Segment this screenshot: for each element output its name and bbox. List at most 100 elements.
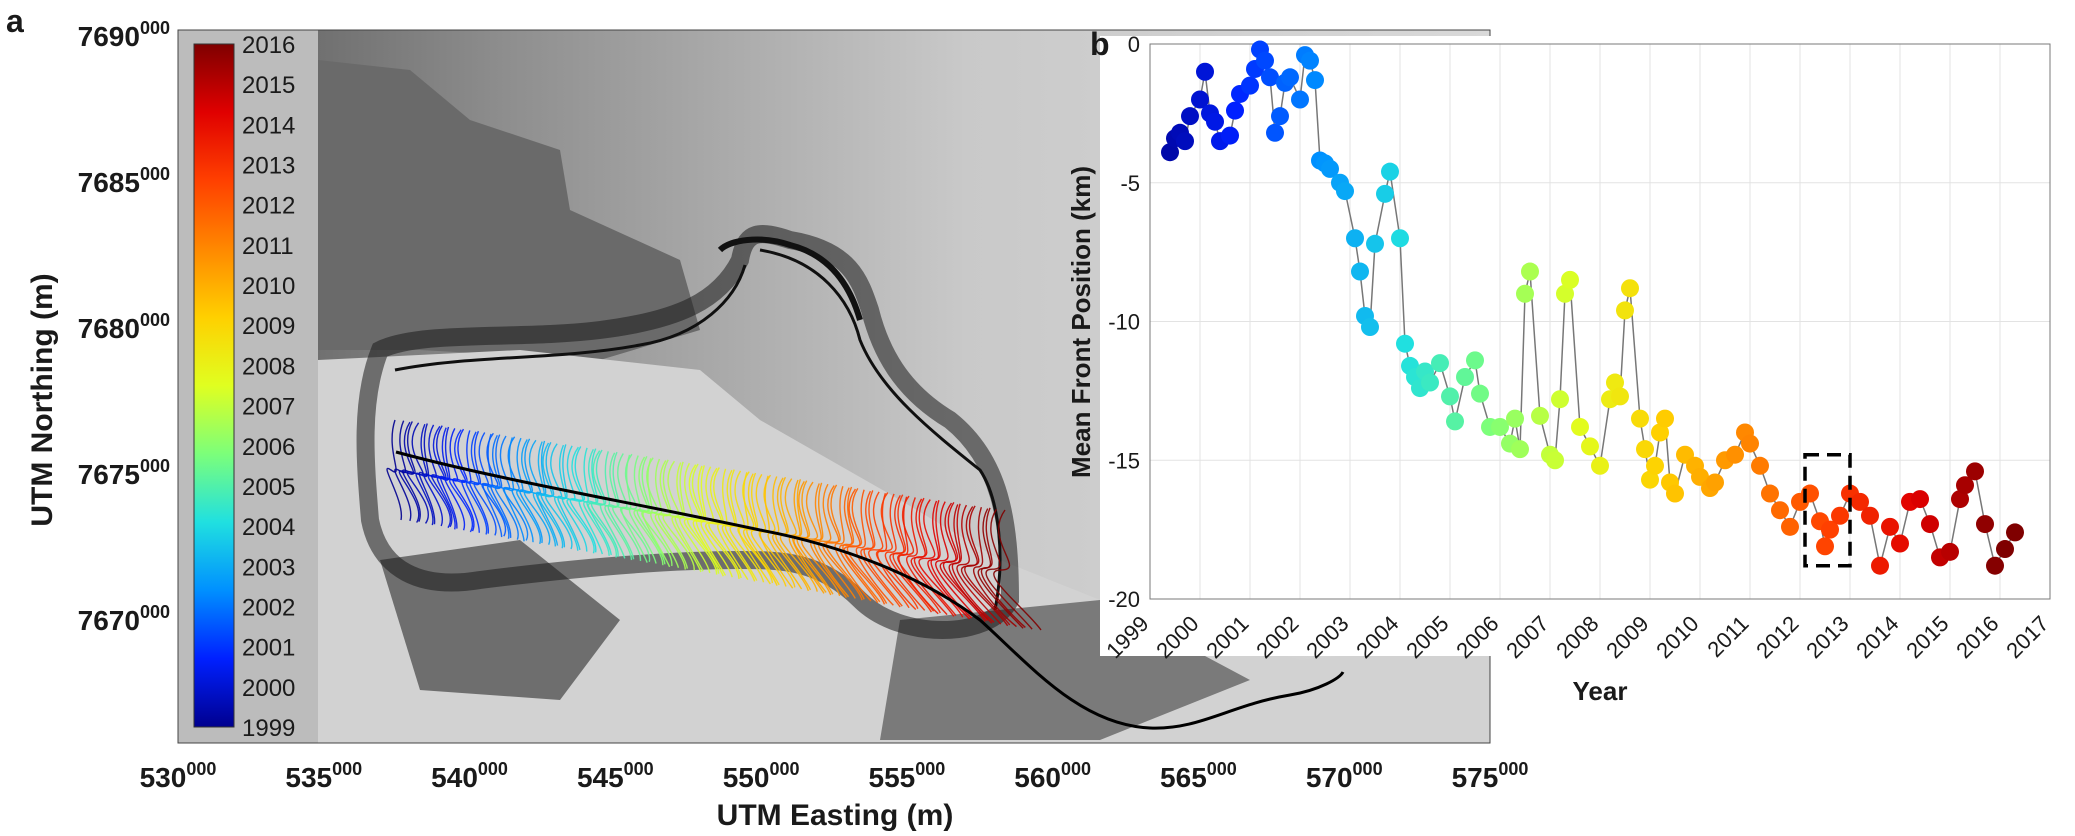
colorbar: 2016 2015 2014 2013 2012 2011 2010 2009 2008 2007…	[178, 30, 318, 743]
data-point	[1456, 368, 1474, 386]
data-point	[1651, 423, 1669, 442]
front-line	[486, 435, 510, 539]
front-line	[553, 444, 579, 551]
colorbar-label-2006: 2006	[242, 434, 295, 461]
data-point	[1976, 515, 1994, 534]
highlight-box-2012	[1803, 452, 1852, 568]
front-line	[503, 437, 525, 542]
front-line	[889, 494, 933, 613]
front-line	[956, 504, 1002, 625]
data-point	[1611, 387, 1629, 406]
x-tick-label-550: 550000	[723, 759, 800, 793]
data-point	[1551, 390, 1569, 409]
colorbar-label-2015: 2015	[242, 72, 295, 99]
data-point	[1396, 334, 1414, 353]
data-point	[1966, 462, 1984, 481]
front-line	[898, 496, 939, 615]
front-line	[654, 460, 686, 570]
data-point	[1986, 556, 2004, 575]
front-line	[960, 506, 1009, 627]
front-line	[972, 506, 1017, 628]
front-line	[439, 426, 458, 529]
data-point	[1816, 537, 1834, 556]
front-line	[738, 472, 771, 585]
front-line	[884, 493, 926, 611]
data-point	[1616, 301, 1634, 320]
front-line	[683, 464, 718, 575]
front-line	[817, 483, 856, 599]
front-line	[939, 502, 986, 622]
data-point	[1821, 520, 1839, 539]
data-point	[1431, 354, 1449, 373]
panel-b-xlabel: Year	[1573, 676, 1628, 706]
data-point	[2006, 523, 2024, 542]
front-line	[717, 468, 749, 581]
front-line	[708, 467, 742, 579]
colorbar-gradient-bar	[193, 43, 235, 728]
data-point	[1391, 229, 1409, 248]
data-point	[1466, 351, 1484, 370]
data-point	[1306, 71, 1324, 90]
data-point	[1531, 406, 1549, 425]
front-line	[566, 446, 595, 554]
front-line	[490, 434, 512, 538]
colorbar-label-2005: 2005	[242, 474, 295, 501]
front-line	[482, 433, 503, 538]
front-line	[657, 459, 689, 569]
front-line	[729, 470, 765, 583]
front-line	[801, 481, 841, 597]
front-line	[494, 435, 519, 540]
colorbar-label-2014: 2014	[242, 112, 295, 139]
front-line	[427, 425, 451, 529]
x-tick-label-540: 540000	[431, 759, 508, 793]
data-point	[1741, 434, 1759, 453]
data-point	[1656, 409, 1674, 428]
x-tick-label-565: 565000	[1160, 759, 1237, 793]
y-tick-label--5: -5	[1120, 171, 1140, 196]
front-line	[604, 452, 633, 561]
y-tick-label-7680: 7680000	[78, 310, 170, 344]
data-point	[1346, 229, 1364, 248]
front-line	[612, 453, 642, 561]
data-point	[1911, 490, 1929, 509]
data-point	[1506, 409, 1524, 428]
front-line	[545, 443, 573, 550]
front-line	[590, 449, 619, 557]
front-line	[540, 441, 565, 548]
data-point	[1256, 51, 1274, 70]
data-point	[1831, 506, 1849, 525]
panel-b-y-ticks: 0 -5 -10 -15 -20	[1108, 32, 1140, 612]
data-point	[1471, 384, 1489, 403]
data-point	[1726, 445, 1744, 464]
data-point	[1546, 451, 1564, 470]
data-point	[1706, 473, 1724, 492]
data-point	[1161, 143, 1179, 162]
y-tick-label--20: -20	[1108, 587, 1140, 612]
front-line	[985, 508, 1033, 630]
colorbar-label-2000: 2000	[242, 675, 295, 702]
front-line	[523, 439, 551, 546]
front-trace-upper	[717, 236, 863, 321]
front-line	[586, 448, 612, 556]
front-line	[452, 428, 475, 532]
data-point	[1241, 76, 1259, 95]
front-line	[650, 458, 680, 568]
data-point	[1181, 107, 1199, 126]
data-point	[1336, 182, 1354, 201]
x-tick-label-560: 560000	[1014, 759, 1091, 793]
front-line	[977, 508, 1024, 629]
front-line	[855, 489, 894, 606]
colorbar-labels: 2016 2015 2014 2013 2012 2011 2010 2009 2008 2007…	[242, 32, 295, 742]
front-line	[461, 430, 480, 533]
front-line	[431, 425, 453, 528]
data-point	[1441, 387, 1459, 406]
front-line	[695, 465, 727, 576]
y-tick-label-7670: 7670000	[78, 602, 170, 636]
front-line	[473, 432, 497, 536]
data-point	[1446, 412, 1464, 431]
data-point	[1516, 284, 1534, 303]
centerline-flowline	[395, 450, 1345, 730]
panel-b-label: b	[1090, 26, 1110, 62]
data-point	[1751, 456, 1769, 475]
data-point	[1206, 112, 1224, 131]
